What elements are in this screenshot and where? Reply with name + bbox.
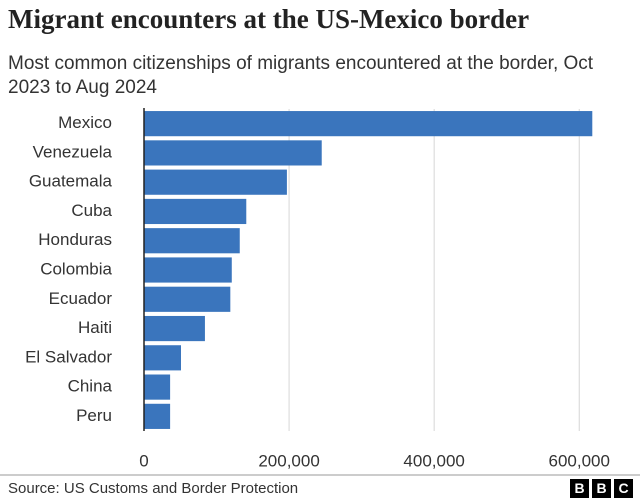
logo-letter: C — [618, 480, 628, 496]
x-tick-label: 400,000 — [403, 451, 464, 470]
bar — [144, 228, 240, 254]
y-tick-label: Honduras — [38, 230, 112, 249]
logo-letter: B — [574, 480, 584, 496]
bar — [144, 374, 171, 400]
logo: B B C — [570, 479, 633, 498]
x-tick-label: 600,000 — [549, 451, 610, 470]
x-tick-label: 200,000 — [258, 451, 319, 470]
y-tick-label: Colombia — [40, 259, 112, 278]
bar — [144, 169, 287, 195]
logo-box — [614, 479, 633, 498]
y-tick-label: Mexico — [58, 113, 112, 132]
bar — [144, 111, 593, 137]
bar — [144, 345, 181, 371]
y-tick-label: Ecuador — [49, 289, 113, 308]
y-tick-label: Cuba — [71, 201, 112, 220]
source: Source: US Customs and Border Protection — [8, 480, 298, 497]
chart-subtitle: Most common citizenships of migrants enc… — [8, 53, 594, 98]
y-tick-label: China — [68, 377, 113, 396]
logo-box — [592, 479, 611, 498]
bar — [144, 257, 232, 283]
y-tick-label: Venezuela — [33, 142, 113, 161]
logo-letter: B — [596, 480, 606, 496]
y-tick-label: Guatemala — [29, 172, 113, 191]
bar — [144, 315, 205, 342]
y-tick-label: Peru — [76, 406, 112, 425]
bar — [144, 286, 231, 312]
bar — [144, 140, 322, 166]
x-tick-label: 0 — [139, 451, 148, 470]
y-tick-label: Haiti — [78, 318, 112, 337]
y-tick-label: El Salvador — [25, 347, 112, 366]
bar — [144, 403, 171, 429]
logo-box — [570, 479, 589, 498]
chart-title: Migrant encounters at the US-Mexico bord… — [8, 4, 530, 34]
bar — [144, 198, 247, 225]
